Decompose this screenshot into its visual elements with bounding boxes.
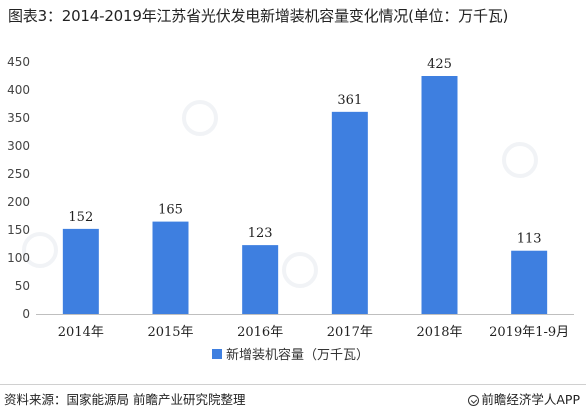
source-note: 资料来源：国家能源局 前瞻产业研究院整理	[4, 392, 246, 407]
chart-title: 图表3：2014-2019年江苏省光伏发电新增装机容量变化情况(单位：万千瓦)	[8, 7, 509, 25]
x-tick-label: 2015年	[147, 325, 193, 340]
data-label: 152	[68, 210, 93, 225]
legend: 新增装机容量（万千瓦）	[212, 347, 369, 363]
y-tick-label: 150	[7, 223, 30, 237]
watermark-logo-icon	[182, 100, 218, 136]
x-tick-label: 2019年1-9月	[489, 325, 569, 340]
brand-label: 前瞻经济学人APP	[481, 392, 580, 407]
y-tick-label: 100	[7, 251, 30, 265]
bar-chart: 0 50 100 150 200 250 300 350 400 450 152 165 123 361…	[7, 55, 574, 363]
x-tick-label: 2016年	[237, 325, 283, 340]
bar	[421, 76, 458, 314]
watermark-logo-icon	[22, 232, 58, 268]
brand-logo-icon	[468, 395, 480, 406]
x-tick-label: 2014年	[58, 325, 104, 340]
legend-label: 新增装机容量（万千瓦）	[226, 347, 369, 363]
watermark-group	[22, 100, 538, 288]
watermark-logo-icon	[502, 142, 538, 178]
data-label: 113	[517, 232, 542, 247]
y-tick-label: 400	[7, 83, 30, 97]
data-label: 361	[337, 93, 362, 108]
data-labels-group: 152 165 123 361 425 113	[68, 57, 541, 247]
y-tick-label: 300	[7, 139, 30, 153]
watermark-logo-icon	[282, 252, 318, 288]
legend-swatch	[212, 349, 222, 359]
y-tick-label: 350	[7, 111, 30, 125]
y-tick-label: 250	[7, 167, 30, 181]
x-tick-label: 2018年	[416, 325, 462, 340]
data-label: 425	[427, 57, 452, 72]
bar	[152, 221, 189, 314]
y-tick-label: 200	[7, 195, 30, 209]
bar	[242, 245, 279, 314]
y-axis: 0 50 100 150 200 250 300 350 400 450	[7, 55, 30, 321]
bar	[331, 111, 368, 314]
bar	[62, 228, 99, 314]
y-tick-label: 50	[15, 279, 30, 293]
data-label: 123	[248, 226, 273, 241]
data-label: 165	[158, 203, 183, 218]
brand-credit: 前瞻经济学人APP	[468, 389, 580, 408]
x-tick-label: 2017年	[327, 325, 373, 340]
bar	[511, 250, 548, 314]
bars-group	[62, 76, 548, 314]
x-axis: 2014年 2015年 2016年 2017年 2018年 2019年1-9月	[36, 314, 574, 340]
y-tick-label: 450	[7, 55, 30, 69]
y-tick-label: 0	[22, 307, 30, 321]
footer-divider	[0, 384, 586, 385]
